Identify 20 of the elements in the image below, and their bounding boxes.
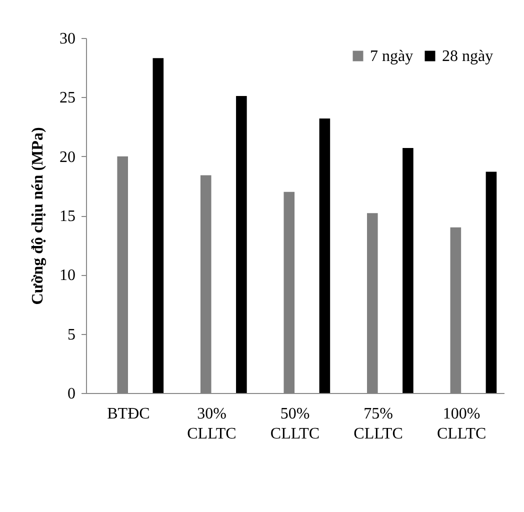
y-tick-label: 20 [60,148,76,166]
y-tick-label: 25 [60,90,76,107]
legend-label: 7 ngày [370,48,414,65]
legend-label: 28 ngày [442,48,494,65]
y-tick-label: 0 [68,386,76,402]
x-tick-label: 30% CLLTC [187,406,236,442]
bar [152,58,164,393]
bar [402,148,414,393]
bar [236,96,247,393]
x-tick-label: 100% CLLTC [436,406,486,442]
y-axis-title: Cường độ chịu nén (MPa) [30,127,46,305]
bar [486,172,497,393]
y-tick-label: 15 [60,208,76,225]
x-tick-label: 75% CLLTC [354,406,403,442]
x-tick-label: 50% CLLTC [270,406,320,442]
bar [319,118,330,393]
x-tick-label: BTĐC [107,406,150,422]
y-tick-label: 30 [60,30,76,48]
y-tick-label: 5 [68,326,76,344]
y-tick-label: 10 [60,267,76,284]
